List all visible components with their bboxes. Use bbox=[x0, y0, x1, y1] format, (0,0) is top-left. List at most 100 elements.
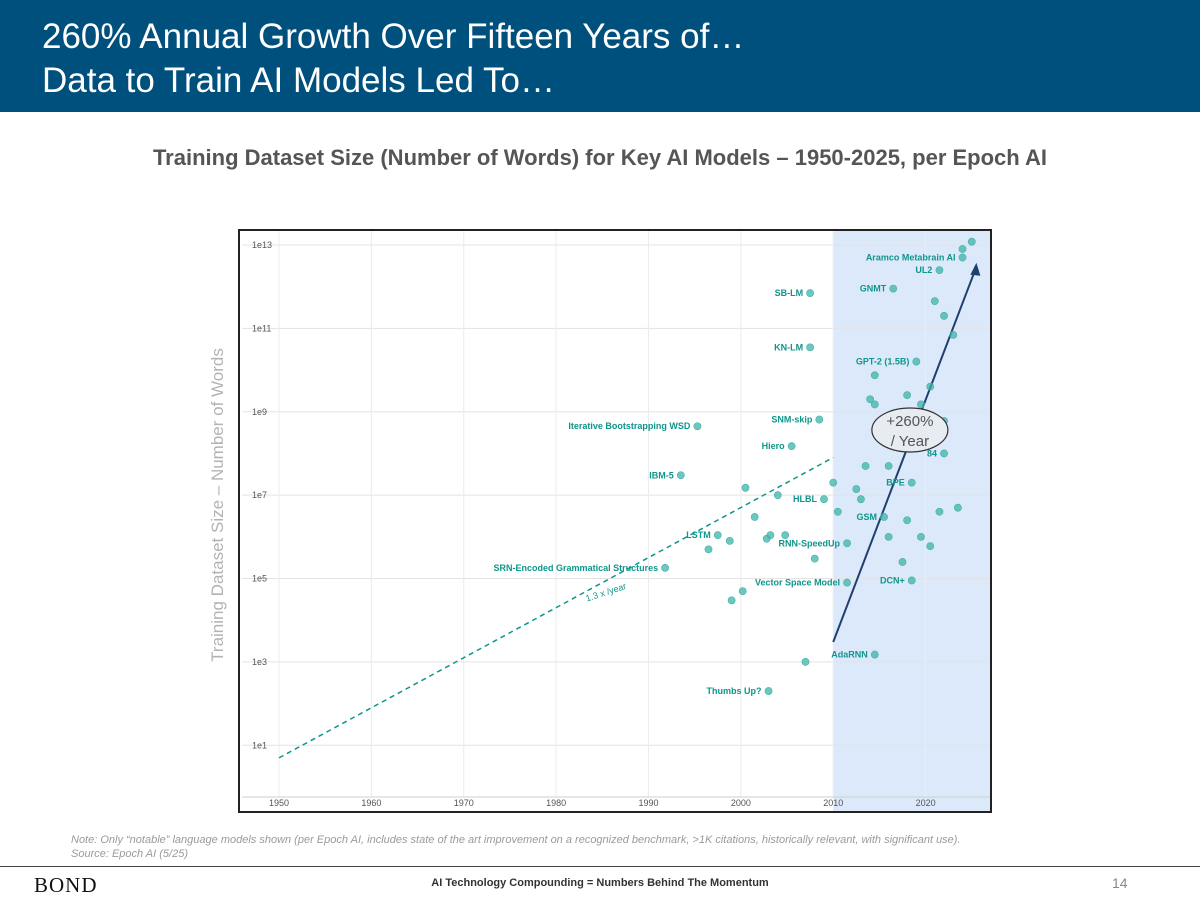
data-point bbox=[880, 513, 888, 521]
data-point bbox=[907, 478, 916, 487]
data-point bbox=[912, 357, 921, 366]
y-tick-label: 1e11 bbox=[252, 323, 271, 333]
slide-title-line-1: 260% Annual Growth Over Fifteen Years of… bbox=[42, 17, 745, 56]
header-bar: 260% Annual Growth Over Fifteen Years of… bbox=[0, 0, 1200, 112]
data-point bbox=[870, 371, 879, 380]
growth-rate-annotation: 1.3 x /year bbox=[584, 581, 627, 603]
data-point bbox=[884, 532, 893, 541]
data-point bbox=[930, 297, 939, 306]
data-point-label: SRN-Encoded Grammatical Structures bbox=[494, 563, 659, 573]
shaded-region bbox=[833, 231, 990, 811]
data-point bbox=[801, 658, 810, 666]
y-axis-label: Training Dataset Size – Number of Words bbox=[208, 348, 227, 662]
data-point bbox=[833, 507, 842, 516]
data-point bbox=[787, 442, 796, 451]
data-point-label: LSTM bbox=[686, 530, 711, 540]
data-point bbox=[725, 536, 734, 545]
trend-arrow-head bbox=[970, 262, 981, 276]
data-point bbox=[903, 516, 912, 525]
data-point bbox=[917, 532, 925, 541]
data-point-label: GNMT bbox=[860, 284, 887, 294]
data-point-label: Thumbs Up? bbox=[707, 686, 762, 696]
bond-logo: BOND bbox=[34, 873, 98, 897]
x-tick-label: 2000 bbox=[731, 798, 751, 808]
data-point bbox=[870, 650, 879, 659]
x-tick-label: 1950 bbox=[269, 798, 289, 808]
data-point bbox=[741, 483, 750, 492]
x-tick-label: 2020 bbox=[916, 798, 936, 808]
data-point-label: Vector Space Model bbox=[755, 578, 840, 588]
data-point-label: RNN-SpeedUp bbox=[779, 538, 841, 548]
x-tick-label: 2010 bbox=[823, 798, 843, 808]
x-tick-label: 1960 bbox=[361, 798, 381, 808]
data-point bbox=[727, 596, 736, 605]
growth-rate-callout-text: / Year bbox=[891, 433, 929, 450]
data-point bbox=[661, 563, 669, 572]
data-point bbox=[713, 531, 722, 540]
data-point-label: Hiero bbox=[762, 441, 786, 451]
data-point bbox=[884, 462, 893, 470]
data-point bbox=[967, 237, 976, 246]
note-text: Note: Only “notable” language models sho… bbox=[71, 834, 961, 846]
y-tick-label: 1e13 bbox=[252, 240, 272, 250]
chart-plot: 1e13 1e11 1e9 1e7 1e5 1e3 1e1 1950 1960 1970 1980 1… bbox=[242, 231, 990, 811]
x-tick-label: 1970 bbox=[454, 798, 474, 808]
data-point bbox=[750, 513, 759, 521]
data-point bbox=[806, 289, 815, 298]
data-point bbox=[926, 382, 935, 391]
growth-rate-callout-text: +260% bbox=[886, 413, 933, 430]
data-point-label: UL2 bbox=[915, 265, 932, 275]
source-text: Source: Epoch AI (5/25) bbox=[71, 848, 188, 860]
data-point bbox=[958, 253, 967, 262]
data-point bbox=[898, 558, 907, 566]
data-point-label: BPE bbox=[886, 478, 905, 488]
data-point bbox=[738, 587, 747, 595]
y-tick-label: 1e1 bbox=[252, 740, 267, 750]
y-tick-label: 1e7 bbox=[252, 490, 267, 500]
data-point bbox=[764, 687, 773, 695]
data-point-label: 84 bbox=[927, 448, 937, 458]
data-point bbox=[954, 503, 962, 512]
data-point bbox=[935, 266, 944, 275]
data-point-label: SNM-skip bbox=[771, 415, 813, 425]
data-point bbox=[940, 311, 948, 320]
data-point bbox=[935, 507, 944, 516]
data-point bbox=[861, 462, 870, 470]
data-point bbox=[852, 485, 861, 493]
x-tick-label: 1990 bbox=[638, 798, 658, 808]
x-tick-label: 1980 bbox=[546, 798, 566, 808]
data-point bbox=[766, 531, 775, 540]
data-point bbox=[815, 415, 824, 424]
data-point bbox=[866, 395, 875, 404]
chart-note: Note: Only “notable” language models sho… bbox=[71, 833, 961, 861]
data-point-label: AdaRNN bbox=[831, 650, 868, 660]
data-point bbox=[958, 245, 967, 253]
data-point bbox=[940, 449, 948, 458]
data-point bbox=[843, 539, 851, 548]
data-point bbox=[857, 495, 865, 504]
footer-divider bbox=[0, 866, 1200, 867]
data-point-label: IBM-5 bbox=[649, 470, 674, 480]
y-tick-label: 1e3 bbox=[252, 657, 267, 667]
footer-caption: AI Technology Compounding = Numbers Behi… bbox=[431, 877, 769, 889]
data-point-label: GPT-2 (1.5B) bbox=[856, 357, 910, 367]
data-point bbox=[693, 422, 702, 431]
data-point-label: Iterative Bootstrapping WSD bbox=[568, 421, 691, 431]
data-point-label: KN-LM bbox=[774, 342, 803, 352]
data-point bbox=[917, 400, 925, 409]
data-point-label: HLBL bbox=[793, 494, 817, 504]
data-point-label: Aramco Metabrain AI bbox=[866, 253, 956, 263]
data-point bbox=[907, 576, 916, 585]
data-point bbox=[903, 391, 912, 400]
data-point bbox=[949, 330, 958, 339]
growth-rate-callout bbox=[871, 407, 949, 453]
page-number: 14 bbox=[1112, 875, 1128, 891]
data-point bbox=[810, 554, 819, 563]
y-tick-label: 1e9 bbox=[252, 407, 267, 417]
trend-line-solid bbox=[832, 266, 978, 643]
data-point bbox=[773, 491, 782, 500]
slide-title-line-2: Data to Train AI Models Led To… bbox=[42, 61, 555, 100]
data-point bbox=[889, 284, 898, 293]
chart-frame: 1e13 1e11 1e9 1e7 1e5 1e3 1e1 1950 1960 1970 1980 1… bbox=[238, 229, 992, 813]
data-point bbox=[781, 531, 790, 540]
